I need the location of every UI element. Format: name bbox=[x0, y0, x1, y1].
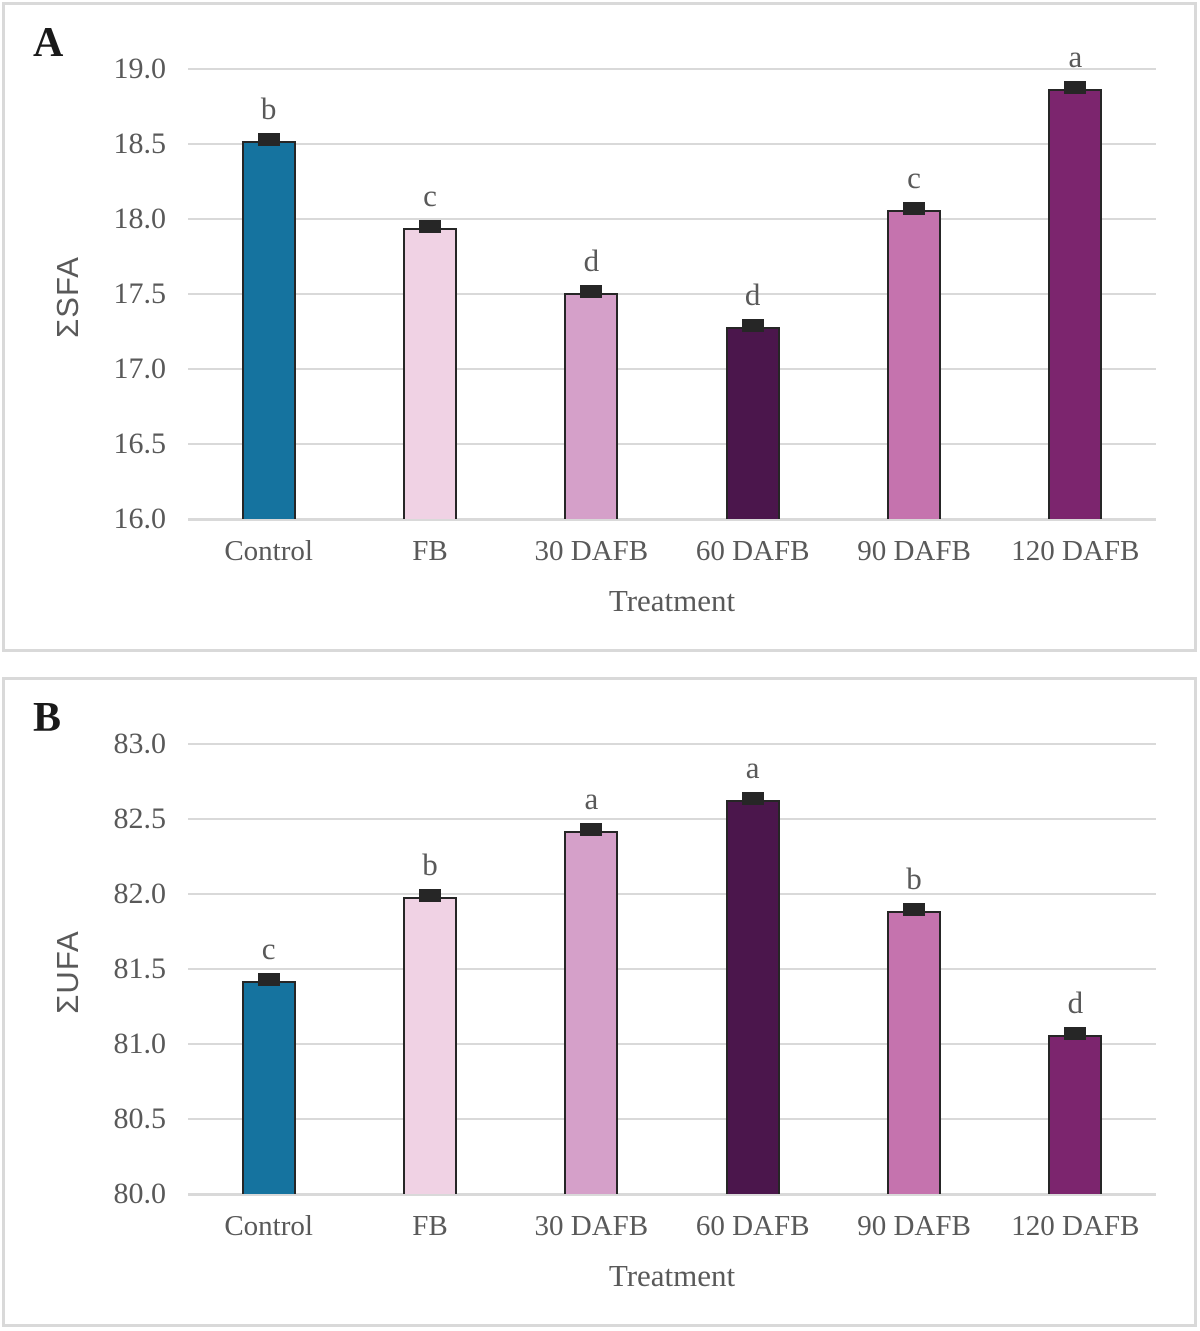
x-axis-category-label: 90 DAFB bbox=[857, 535, 971, 567]
significance-letter: c bbox=[907, 160, 921, 195]
gridline bbox=[188, 143, 1156, 145]
y-axis-tick-label: 81.5 bbox=[113, 952, 167, 985]
error-bar bbox=[257, 973, 280, 986]
bar-control bbox=[241, 981, 296, 1194]
gridline bbox=[188, 743, 1156, 745]
x-axis-category-label: FB bbox=[412, 535, 448, 567]
bar-60-dafb bbox=[725, 327, 780, 519]
gridline bbox=[188, 443, 1156, 445]
significance-letter: b bbox=[422, 847, 438, 882]
significance-letter: c bbox=[423, 178, 437, 213]
panel-a-plot-area: 19.0 18.5 18.0 17.5 17.0 16.5 16.0 b Control c FB d… bbox=[114, 39, 1156, 567]
bar-30-dafb bbox=[564, 831, 619, 1194]
panel-b: B ΣUFA 83.0 82.5 82.0 81.5 81.0 80.5 80.0 c Cont… bbox=[2, 677, 1197, 1327]
x-axis-category-label: 30 DAFB bbox=[534, 1210, 649, 1242]
x-axis-category-label: 60 DAFB bbox=[695, 1210, 810, 1242]
bar-control bbox=[241, 141, 296, 519]
error-bar bbox=[903, 902, 925, 916]
bar-90-dafb bbox=[887, 210, 941, 519]
error-bar bbox=[580, 823, 603, 836]
y-axis-tick-label: 18.0 bbox=[113, 202, 167, 235]
error-bar bbox=[741, 791, 764, 805]
gridline bbox=[188, 968, 1156, 970]
y-axis-tick-label: 16.5 bbox=[113, 427, 167, 460]
panel-a-letter: A bbox=[33, 20, 64, 66]
significance-letter: d bbox=[583, 242, 600, 278]
x-axis-category-label: 60 DAFB bbox=[695, 535, 810, 567]
gridline bbox=[188, 818, 1156, 820]
y-axis-tick-label: 17.0 bbox=[113, 352, 167, 385]
gridline bbox=[188, 1193, 1156, 1196]
x-axis-category-label: Control bbox=[224, 1210, 313, 1242]
error-bar bbox=[1064, 1027, 1087, 1040]
bar-fb bbox=[403, 897, 457, 1194]
panel-b-letter: B bbox=[33, 695, 62, 741]
significance-letter: a bbox=[745, 749, 760, 785]
error-bar bbox=[903, 202, 925, 215]
y-axis-tick-label: 16.0 bbox=[113, 502, 167, 535]
panel-a: A ΣSFA 19.0 18.5 18.0 17.5 17.0 16.5 16.0 b Cont… bbox=[2, 2, 1197, 652]
y-axis-tick-label: 82.5 bbox=[113, 802, 167, 835]
error-bar bbox=[419, 220, 441, 233]
significance-letter: c bbox=[261, 931, 276, 966]
x-axis-category-label: 120 DAFB bbox=[1011, 535, 1140, 567]
y-axis-tick-label: 82.0 bbox=[113, 877, 167, 910]
gridline bbox=[188, 68, 1156, 70]
y-axis-tick-label: 80.5 bbox=[113, 1102, 167, 1135]
gridline bbox=[188, 368, 1156, 370]
panel-b-plot-area: 83.0 82.5 82.0 81.5 81.0 80.5 80.0 c Control b FB a… bbox=[114, 729, 1156, 1242]
error-bar bbox=[419, 889, 441, 902]
error-bar bbox=[580, 284, 603, 298]
error-bar bbox=[1064, 80, 1087, 94]
y-axis-tick-label: 83.0 bbox=[113, 727, 167, 760]
significance-letter: d bbox=[744, 277, 761, 312]
bar-120-dafb bbox=[1048, 1035, 1103, 1194]
y-axis-tick-label: 17.5 bbox=[113, 277, 167, 310]
significance-letter: b bbox=[906, 860, 922, 896]
y-axis-tick-label: 81.0 bbox=[113, 1027, 167, 1060]
bar-fb bbox=[403, 228, 457, 519]
x-axis-category-label: 90 DAFB bbox=[857, 1210, 971, 1242]
gridline bbox=[188, 293, 1156, 295]
error-bar bbox=[741, 319, 764, 332]
error-bar bbox=[257, 133, 280, 146]
significance-letter: b bbox=[260, 91, 277, 126]
y-axis-tick-label: 80.0 bbox=[113, 1177, 167, 1210]
bar-120-dafb bbox=[1048, 88, 1103, 519]
x-axis-category-label: Control bbox=[224, 535, 313, 567]
bar-60-dafb bbox=[725, 799, 780, 1194]
significance-letter: a bbox=[584, 781, 599, 816]
bar-30-dafb bbox=[564, 292, 619, 519]
x-axis-category-label: 120 DAFB bbox=[1011, 1210, 1140, 1242]
gridline bbox=[188, 893, 1156, 895]
y-axis-tick-label: 18.5 bbox=[113, 127, 167, 160]
bar-90-dafb bbox=[887, 910, 941, 1194]
gridline bbox=[188, 218, 1156, 220]
significance-letter: a bbox=[1068, 38, 1083, 74]
panel-a-x-axis-title: Treatment bbox=[608, 583, 736, 618]
gridline bbox=[188, 518, 1156, 521]
gridline bbox=[188, 1118, 1156, 1120]
panel-b-x-axis-title: Treatment bbox=[608, 1258, 736, 1293]
x-axis-category-label: FB bbox=[412, 1210, 448, 1242]
gridline bbox=[188, 1043, 1156, 1045]
y-axis-tick-label: 19.0 bbox=[113, 52, 167, 85]
significance-letter: d bbox=[1067, 985, 1084, 1020]
x-axis-category-label: 30 DAFB bbox=[534, 535, 649, 567]
